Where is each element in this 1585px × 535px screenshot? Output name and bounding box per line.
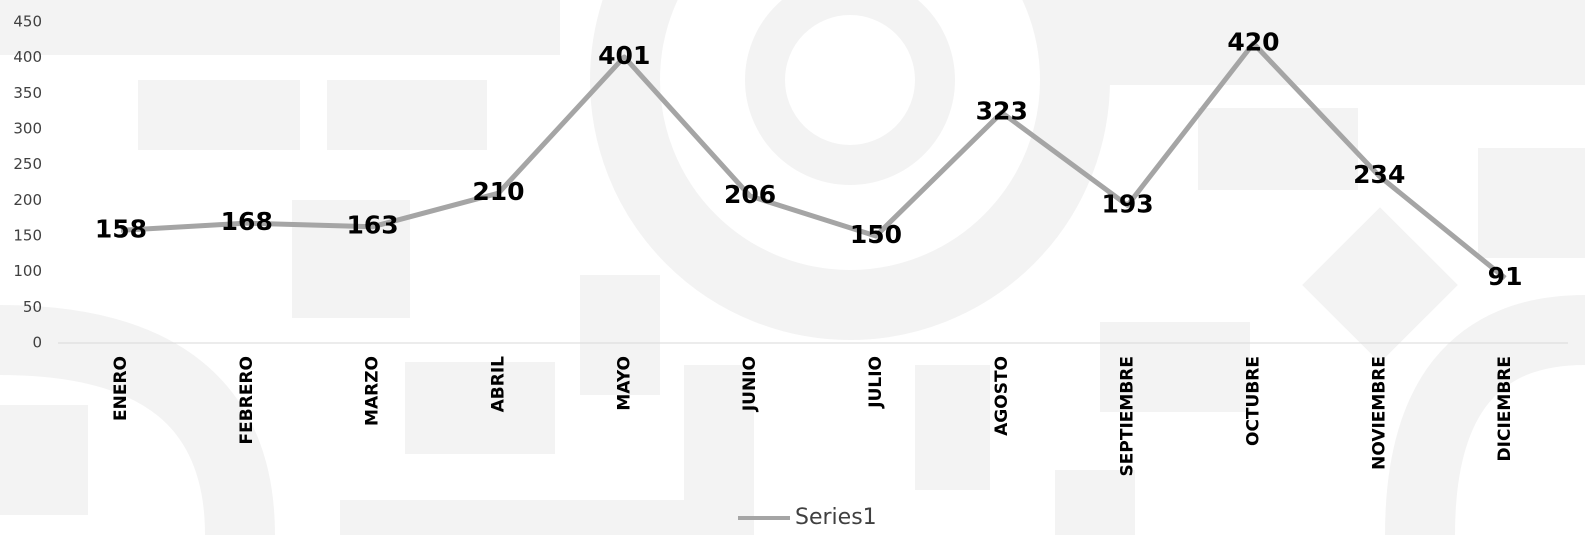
x-tick-label: MARZO <box>363 356 383 426</box>
y-tick-label: 450 <box>13 13 42 31</box>
x-tick-label: JULIO <box>866 356 886 409</box>
data-label: 150 <box>850 220 902 249</box>
y-tick-label: 100 <box>13 262 42 280</box>
data-label: 206 <box>724 180 776 209</box>
x-tick-label: JUNIO <box>740 356 760 412</box>
x-tick-label: NOVIEMBRE <box>1369 356 1389 470</box>
data-label: 234 <box>1353 160 1405 189</box>
data-label: 163 <box>346 211 398 240</box>
legend-label: Series1 <box>795 505 877 530</box>
y-tick-label: 50 <box>23 298 42 316</box>
x-tick-label: FEBRERO <box>237 356 257 444</box>
y-tick-label: 400 <box>13 48 42 66</box>
x-tick-label: MAYO <box>614 356 634 411</box>
data-label: 168 <box>221 207 273 236</box>
data-label: 193 <box>1101 189 1153 218</box>
y-tick-label: 150 <box>13 227 42 245</box>
y-tick-label: 300 <box>13 120 42 138</box>
data-label: 420 <box>1227 27 1279 56</box>
data-label: 158 <box>95 214 147 243</box>
plot-area: 0 50 100 150 200 250 300 350 400 450 ENERO FEBRERO M… <box>13 13 1568 476</box>
y-tick-label: 0 <box>32 334 42 352</box>
x-tick-label: ABRIL <box>488 356 508 413</box>
data-label: 210 <box>472 177 524 206</box>
y-tick-label: 200 <box>13 191 42 209</box>
data-label: 401 <box>598 41 650 70</box>
line <box>120 40 1507 281</box>
data-label: 323 <box>976 97 1028 126</box>
x-tick-label: DICIEMBRE <box>1495 356 1515 461</box>
x-tick-label: SEPTIEMBRE <box>1118 356 1138 476</box>
x-tick-label: OCTUBRE <box>1243 356 1263 446</box>
y-tick-label: 350 <box>13 84 42 102</box>
x-tick-label: ENERO <box>111 356 131 421</box>
y-tick-label: 250 <box>13 155 42 173</box>
x-tick-label: AGOSTO <box>992 356 1012 436</box>
data-label: 91 <box>1488 262 1523 291</box>
